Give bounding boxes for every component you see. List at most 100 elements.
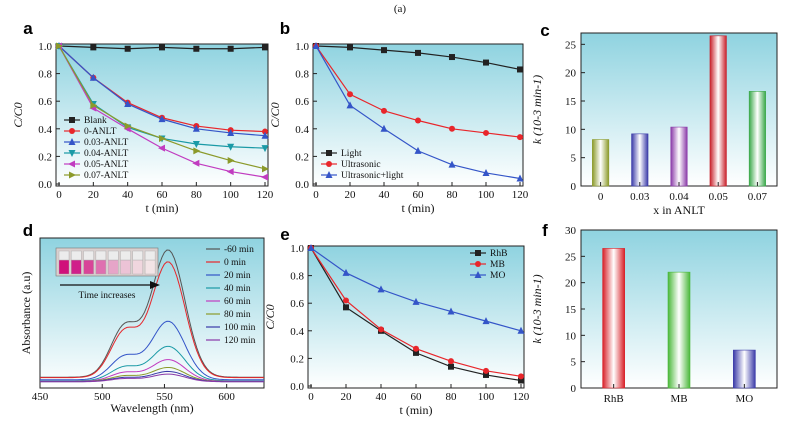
y-tick-label: 0.2 bbox=[38, 151, 52, 163]
spectrum-line bbox=[40, 320, 264, 381]
y-tick-label: 0.0 bbox=[38, 179, 52, 191]
data-point bbox=[227, 143, 235, 151]
data-point bbox=[378, 326, 384, 333]
vial-cap bbox=[144, 250, 156, 261]
x-tick-label: 600 bbox=[218, 391, 235, 403]
x-tick-label: 80 bbox=[446, 391, 458, 403]
vial bbox=[58, 259, 70, 275]
vial-cap bbox=[132, 250, 144, 261]
data-point bbox=[415, 49, 421, 56]
data-point bbox=[158, 115, 166, 123]
data-point bbox=[377, 285, 385, 293]
legend-marker bbox=[474, 271, 482, 278]
vial bbox=[120, 259, 131, 275]
x-tick-label: 40 bbox=[376, 391, 388, 403]
x-tick-label: 0 bbox=[598, 191, 604, 203]
data-point bbox=[517, 134, 523, 141]
bar-0-07 bbox=[748, 91, 766, 187]
data-point bbox=[381, 47, 387, 54]
data-point bbox=[227, 157, 235, 165]
y-tick-label: 5 bbox=[571, 357, 577, 369]
y-tick-label: 25 bbox=[565, 39, 577, 51]
legend-entry: Ultrasonic+light bbox=[341, 171, 404, 181]
x-tick-label: MO bbox=[735, 393, 753, 405]
data-point bbox=[226, 168, 234, 176]
y-tick-label: 15 bbox=[565, 96, 577, 108]
y-tick-label: 0 bbox=[571, 383, 577, 395]
data-point bbox=[517, 66, 523, 73]
legend-entry: MO bbox=[490, 271, 505, 281]
vial-cap bbox=[58, 250, 70, 261]
bar-mo bbox=[733, 349, 756, 389]
panel-a: a 0 20 40 60 80 100 120 0.0 0.2 0.4 0.6 0.8 1.0 t (min… bbox=[11, 19, 274, 215]
x-tick-label: 500 bbox=[94, 391, 111, 403]
legend-marker bbox=[475, 261, 481, 267]
data-point bbox=[347, 44, 353, 51]
data-point bbox=[193, 147, 201, 155]
spectrum-line bbox=[40, 261, 264, 379]
data-point bbox=[483, 129, 489, 136]
legend-entry: 0.04-ANLT bbox=[84, 149, 128, 159]
data-point bbox=[412, 297, 420, 305]
legend-entry: 0.05-ANLT bbox=[84, 160, 128, 170]
vial bbox=[144, 259, 156, 275]
spectrum-line bbox=[40, 373, 264, 383]
data-point bbox=[342, 268, 350, 276]
y-tick-label: 10 bbox=[565, 330, 577, 342]
data-point bbox=[449, 125, 455, 132]
legend-entry: 60 min bbox=[224, 297, 251, 307]
panel-label: e bbox=[280, 225, 289, 244]
y-tick-label: 0.0 bbox=[295, 179, 309, 191]
x-tick-label: RhB bbox=[604, 393, 624, 405]
y-tick-label: 0.4 bbox=[290, 326, 304, 338]
plot-background bbox=[308, 246, 524, 388]
x-tick-label: 80 bbox=[447, 189, 459, 201]
vial-cap bbox=[83, 250, 94, 261]
x-tick-label: 120 bbox=[512, 189, 529, 201]
data-point bbox=[227, 45, 234, 52]
legend-entry: 0 min bbox=[224, 258, 246, 268]
data-point bbox=[124, 99, 132, 107]
bar-0-04 bbox=[670, 126, 688, 187]
data-point bbox=[381, 107, 387, 114]
x-tick-label: 0.05 bbox=[709, 191, 729, 203]
data-point bbox=[380, 124, 388, 132]
y-axis-label: C/C0 bbox=[268, 102, 282, 127]
y-tick-label: 0.2 bbox=[290, 353, 304, 365]
data-point bbox=[159, 134, 166, 142]
x-tick-label: 40 bbox=[122, 189, 134, 201]
panel-b: b 0 20 40 60 80 100 120 0.0 0.2 0.4 0.6 0.8 1.0 t (min… bbox=[268, 19, 529, 215]
data-point bbox=[343, 304, 349, 311]
data-point bbox=[193, 45, 200, 52]
vial bbox=[107, 259, 119, 275]
data-point bbox=[312, 42, 320, 49]
data-point bbox=[56, 42, 63, 50]
panel-label: a bbox=[23, 19, 33, 38]
data-point bbox=[89, 73, 97, 81]
x-tick-label: 20 bbox=[345, 189, 357, 201]
x-tick-label: 60 bbox=[157, 189, 169, 201]
data-point bbox=[449, 54, 455, 61]
data-point bbox=[346, 101, 354, 109]
legend-marker bbox=[475, 250, 481, 256]
panel-d: d 450 500 550 600 Wavelength (nm) Absorbance (… bbox=[19, 221, 265, 415]
x-tick-label: 120 bbox=[257, 189, 274, 201]
legend-entry: Light bbox=[341, 149, 362, 159]
data-point bbox=[482, 317, 490, 325]
data-point bbox=[415, 117, 421, 124]
x-axis-label: t (min) bbox=[402, 201, 435, 215]
data-point bbox=[261, 173, 268, 181]
data-point bbox=[90, 101, 98, 109]
x-tick-label: 550 bbox=[156, 391, 173, 403]
plot-frame bbox=[39, 237, 265, 389]
data-point bbox=[413, 345, 419, 352]
y-tick-label: 0.6 bbox=[38, 96, 52, 108]
vial-cap bbox=[95, 250, 107, 261]
x-axis-label: x in ANLT bbox=[653, 203, 705, 217]
legend-marker bbox=[325, 171, 333, 178]
data-point bbox=[343, 297, 349, 304]
x-tick-label: 100 bbox=[478, 189, 495, 201]
y-tick-label: 0.2 bbox=[295, 151, 309, 163]
legend-entry: 80 min bbox=[224, 310, 251, 320]
legend-entry: 0.03-ANLT bbox=[84, 138, 128, 148]
